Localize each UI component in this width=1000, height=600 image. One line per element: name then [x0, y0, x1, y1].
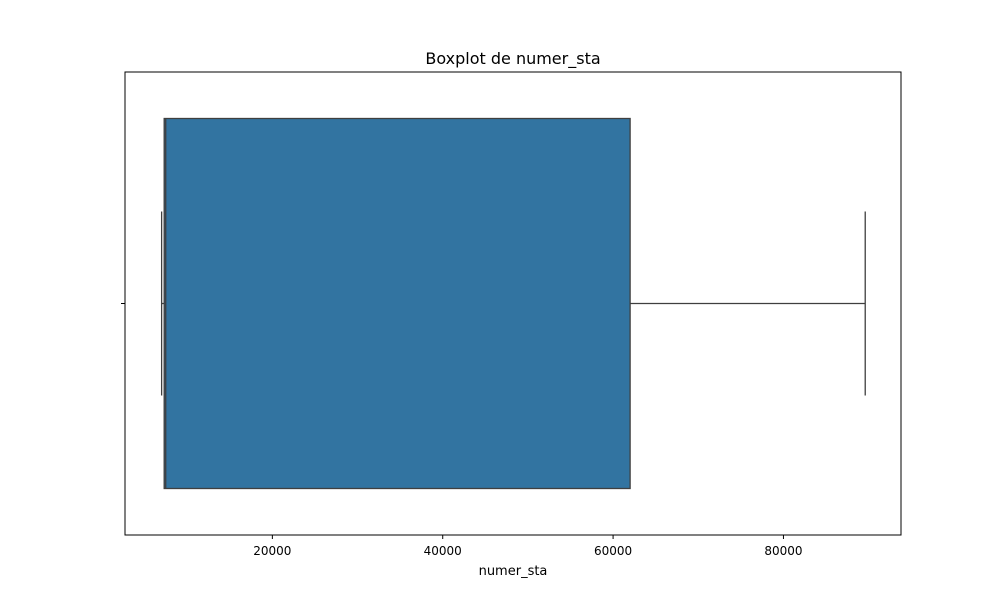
x-tick-label: 20000 [253, 544, 291, 558]
x-tick-label: 60000 [594, 544, 632, 558]
iqr-box [163, 117, 631, 490]
x-tick-label: 40000 [424, 544, 462, 558]
chart-title: Boxplot de numer_sta [425, 49, 600, 69]
x-axis-label: numer_sta [479, 564, 548, 579]
x-tick-label: 80000 [764, 544, 802, 558]
plot-area: 20000 40000 60000 80000 [121, 71, 902, 558]
